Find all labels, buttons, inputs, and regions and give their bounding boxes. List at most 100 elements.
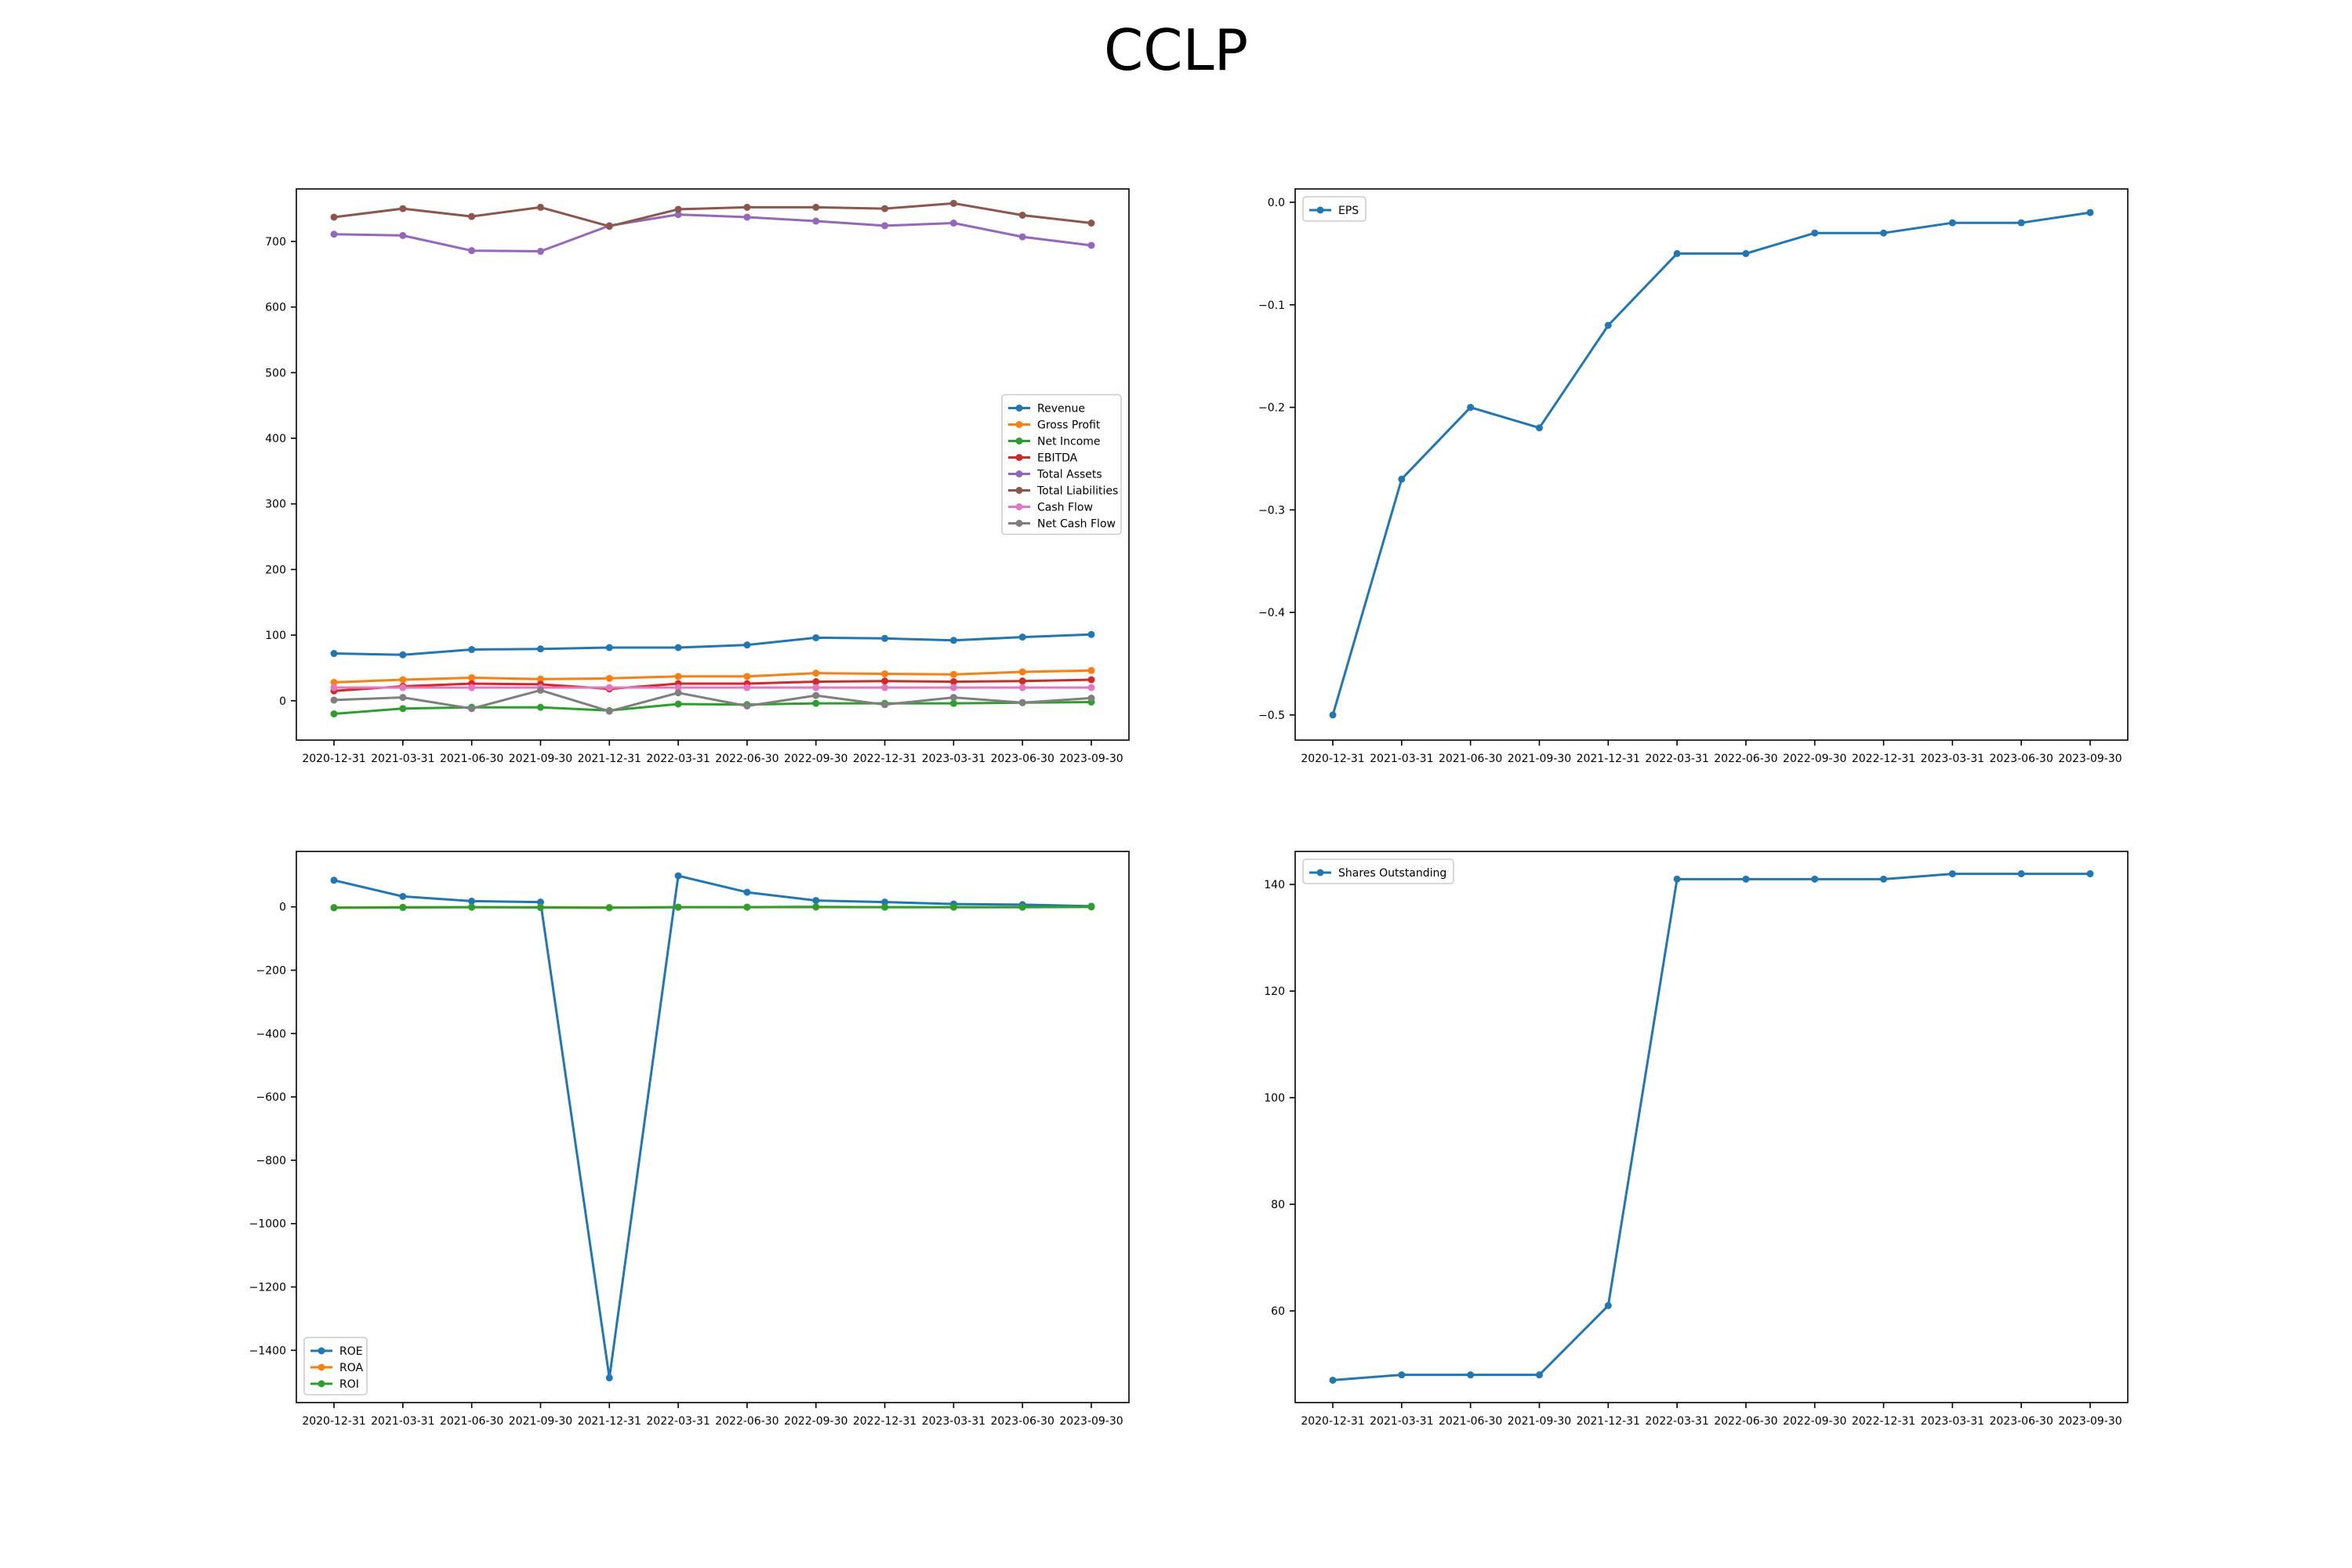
y-tick-label: 100 <box>1264 1092 1285 1105</box>
legend-marker <box>1015 520 1023 527</box>
y-tick-label: −0.5 <box>1258 710 1285 722</box>
data-point-ebitda <box>812 678 820 686</box>
y-tick-label: −1400 <box>249 1345 286 1357</box>
data-point-roe <box>468 897 476 905</box>
x-tick-label: 2023-09-30 <box>2058 753 2122 765</box>
x-tick-label: 2022-12-31 <box>1852 1415 1915 1428</box>
data-point-net-income <box>536 703 544 711</box>
x-tick-label: 2021-06-30 <box>1439 753 1502 765</box>
x-tick-label: 2022-06-30 <box>1714 1415 1777 1428</box>
data-point-ebitda <box>1018 677 1026 685</box>
x-tick-label: 2022-09-30 <box>1783 1415 1846 1428</box>
x-tick-label: 2022-12-31 <box>1852 753 1915 765</box>
data-point-roi <box>468 903 476 911</box>
x-tick-label: 2021-12-31 <box>578 753 641 765</box>
legend-label: ROE <box>339 1345 363 1358</box>
data-point-roi <box>330 904 338 912</box>
legend-marker <box>1015 503 1023 510</box>
data-point-net-cash-flow <box>330 696 338 704</box>
data-point-revenue <box>674 644 682 652</box>
x-tick-label: 2022-03-31 <box>646 753 710 765</box>
y-tick-label: −600 <box>256 1091 286 1104</box>
data-point-cash-flow <box>605 684 613 691</box>
data-point-cash-flow <box>330 684 338 691</box>
data-point-total-liabilities <box>536 203 544 211</box>
data-point-gross-profit <box>605 674 613 682</box>
data-point-roe <box>812 897 820 905</box>
x-tick-label: 2020-12-31 <box>302 1415 365 1428</box>
legend: EPS <box>1302 196 1367 222</box>
legend-marker <box>318 1380 325 1388</box>
x-tick-label: 2023-03-31 <box>1921 753 1984 765</box>
legend-marker <box>1015 487 1023 494</box>
data-point-total-liabilities <box>674 205 682 213</box>
data-point-total-liabilities <box>1018 211 1026 219</box>
data-point-eps <box>1535 424 1543 432</box>
data-point-total-liabilities <box>743 203 751 211</box>
x-tick-label: 2023-09-30 <box>1059 1415 1123 1428</box>
x-tick-label: 2022-03-31 <box>1645 753 1708 765</box>
legend-label: ROI <box>339 1378 359 1391</box>
data-point-revenue <box>743 641 751 649</box>
x-tick-label: 2021-03-31 <box>371 1415 434 1428</box>
data-point-eps <box>1604 321 1612 329</box>
x-tick-label: 2022-03-31 <box>1645 1415 1708 1428</box>
y-tick-label: −0.3 <box>1258 504 1285 517</box>
subplot-financials: 0 100 200 300 400 500 600 700 2020-12-31 2021-03-… <box>265 188 1130 765</box>
data-point-total-liabilities <box>605 223 613 230</box>
data-point-total-liabilities <box>468 212 476 220</box>
data-point-eps <box>2017 219 2025 227</box>
data-point-roe <box>536 898 544 906</box>
data-point-shares-outstanding <box>1811 875 1819 883</box>
data-point-total-liabilities <box>949 199 957 207</box>
data-point-total-assets <box>674 211 682 219</box>
data-point-roi <box>881 903 889 911</box>
x-tick-label: 2020-12-31 <box>302 753 365 765</box>
data-point-net-income <box>949 699 957 707</box>
y-tick-label: 300 <box>265 499 286 511</box>
data-point-roe <box>399 892 407 900</box>
x-tick-label: 2021-09-30 <box>1508 753 1571 765</box>
data-point-total-liabilities <box>881 205 889 212</box>
legend-marker <box>318 1347 325 1355</box>
x-tick-label: 2021-12-31 <box>578 1415 641 1428</box>
x-tick-label: 2020-12-31 <box>1301 753 1364 765</box>
data-point-net-income <box>812 699 820 707</box>
legend-marker <box>1015 470 1023 477</box>
legend-marker <box>1015 405 1023 412</box>
legend-box <box>1001 394 1122 535</box>
y-tick-label: 100 <box>265 630 286 642</box>
data-point-net-cash-flow <box>468 705 476 713</box>
data-point-revenue <box>812 633 820 641</box>
data-point-net-cash-flow <box>881 701 889 709</box>
data-point-net-cash-flow <box>1018 699 1026 706</box>
plot-frame <box>1294 188 2129 741</box>
data-point-eps <box>1742 249 1750 257</box>
data-point-ebitda <box>881 677 889 685</box>
series-line-revenue <box>333 633 1092 656</box>
data-point-net-income <box>330 710 338 718</box>
data-point-roi <box>743 903 751 911</box>
data-point-cash-flow <box>399 684 407 691</box>
data-point-gross-profit <box>468 673 476 681</box>
data-point-roi <box>1087 903 1095 911</box>
data-point-total-assets <box>468 247 476 255</box>
x-tick-label: 2021-09-30 <box>509 1415 572 1428</box>
data-point-net-cash-flow <box>399 694 407 702</box>
data-point-roe <box>881 898 889 906</box>
data-point-cash-flow <box>674 684 682 691</box>
data-point-total-assets <box>536 248 544 256</box>
data-point-total-assets <box>1018 233 1026 241</box>
y-tick-label: −0.4 <box>1258 607 1285 619</box>
data-point-roi <box>812 903 820 911</box>
data-point-roi <box>1018 903 1026 911</box>
data-point-total-assets <box>1087 241 1095 249</box>
data-point-gross-profit <box>812 670 820 677</box>
data-point-shares-outstanding <box>1880 875 1888 883</box>
data-point-ebitda <box>949 678 957 686</box>
data-point-revenue <box>536 645 544 653</box>
legend-label: Total Liabilities <box>1036 485 1118 498</box>
data-point-roi <box>674 903 682 911</box>
data-point-ebitda <box>1087 676 1095 684</box>
